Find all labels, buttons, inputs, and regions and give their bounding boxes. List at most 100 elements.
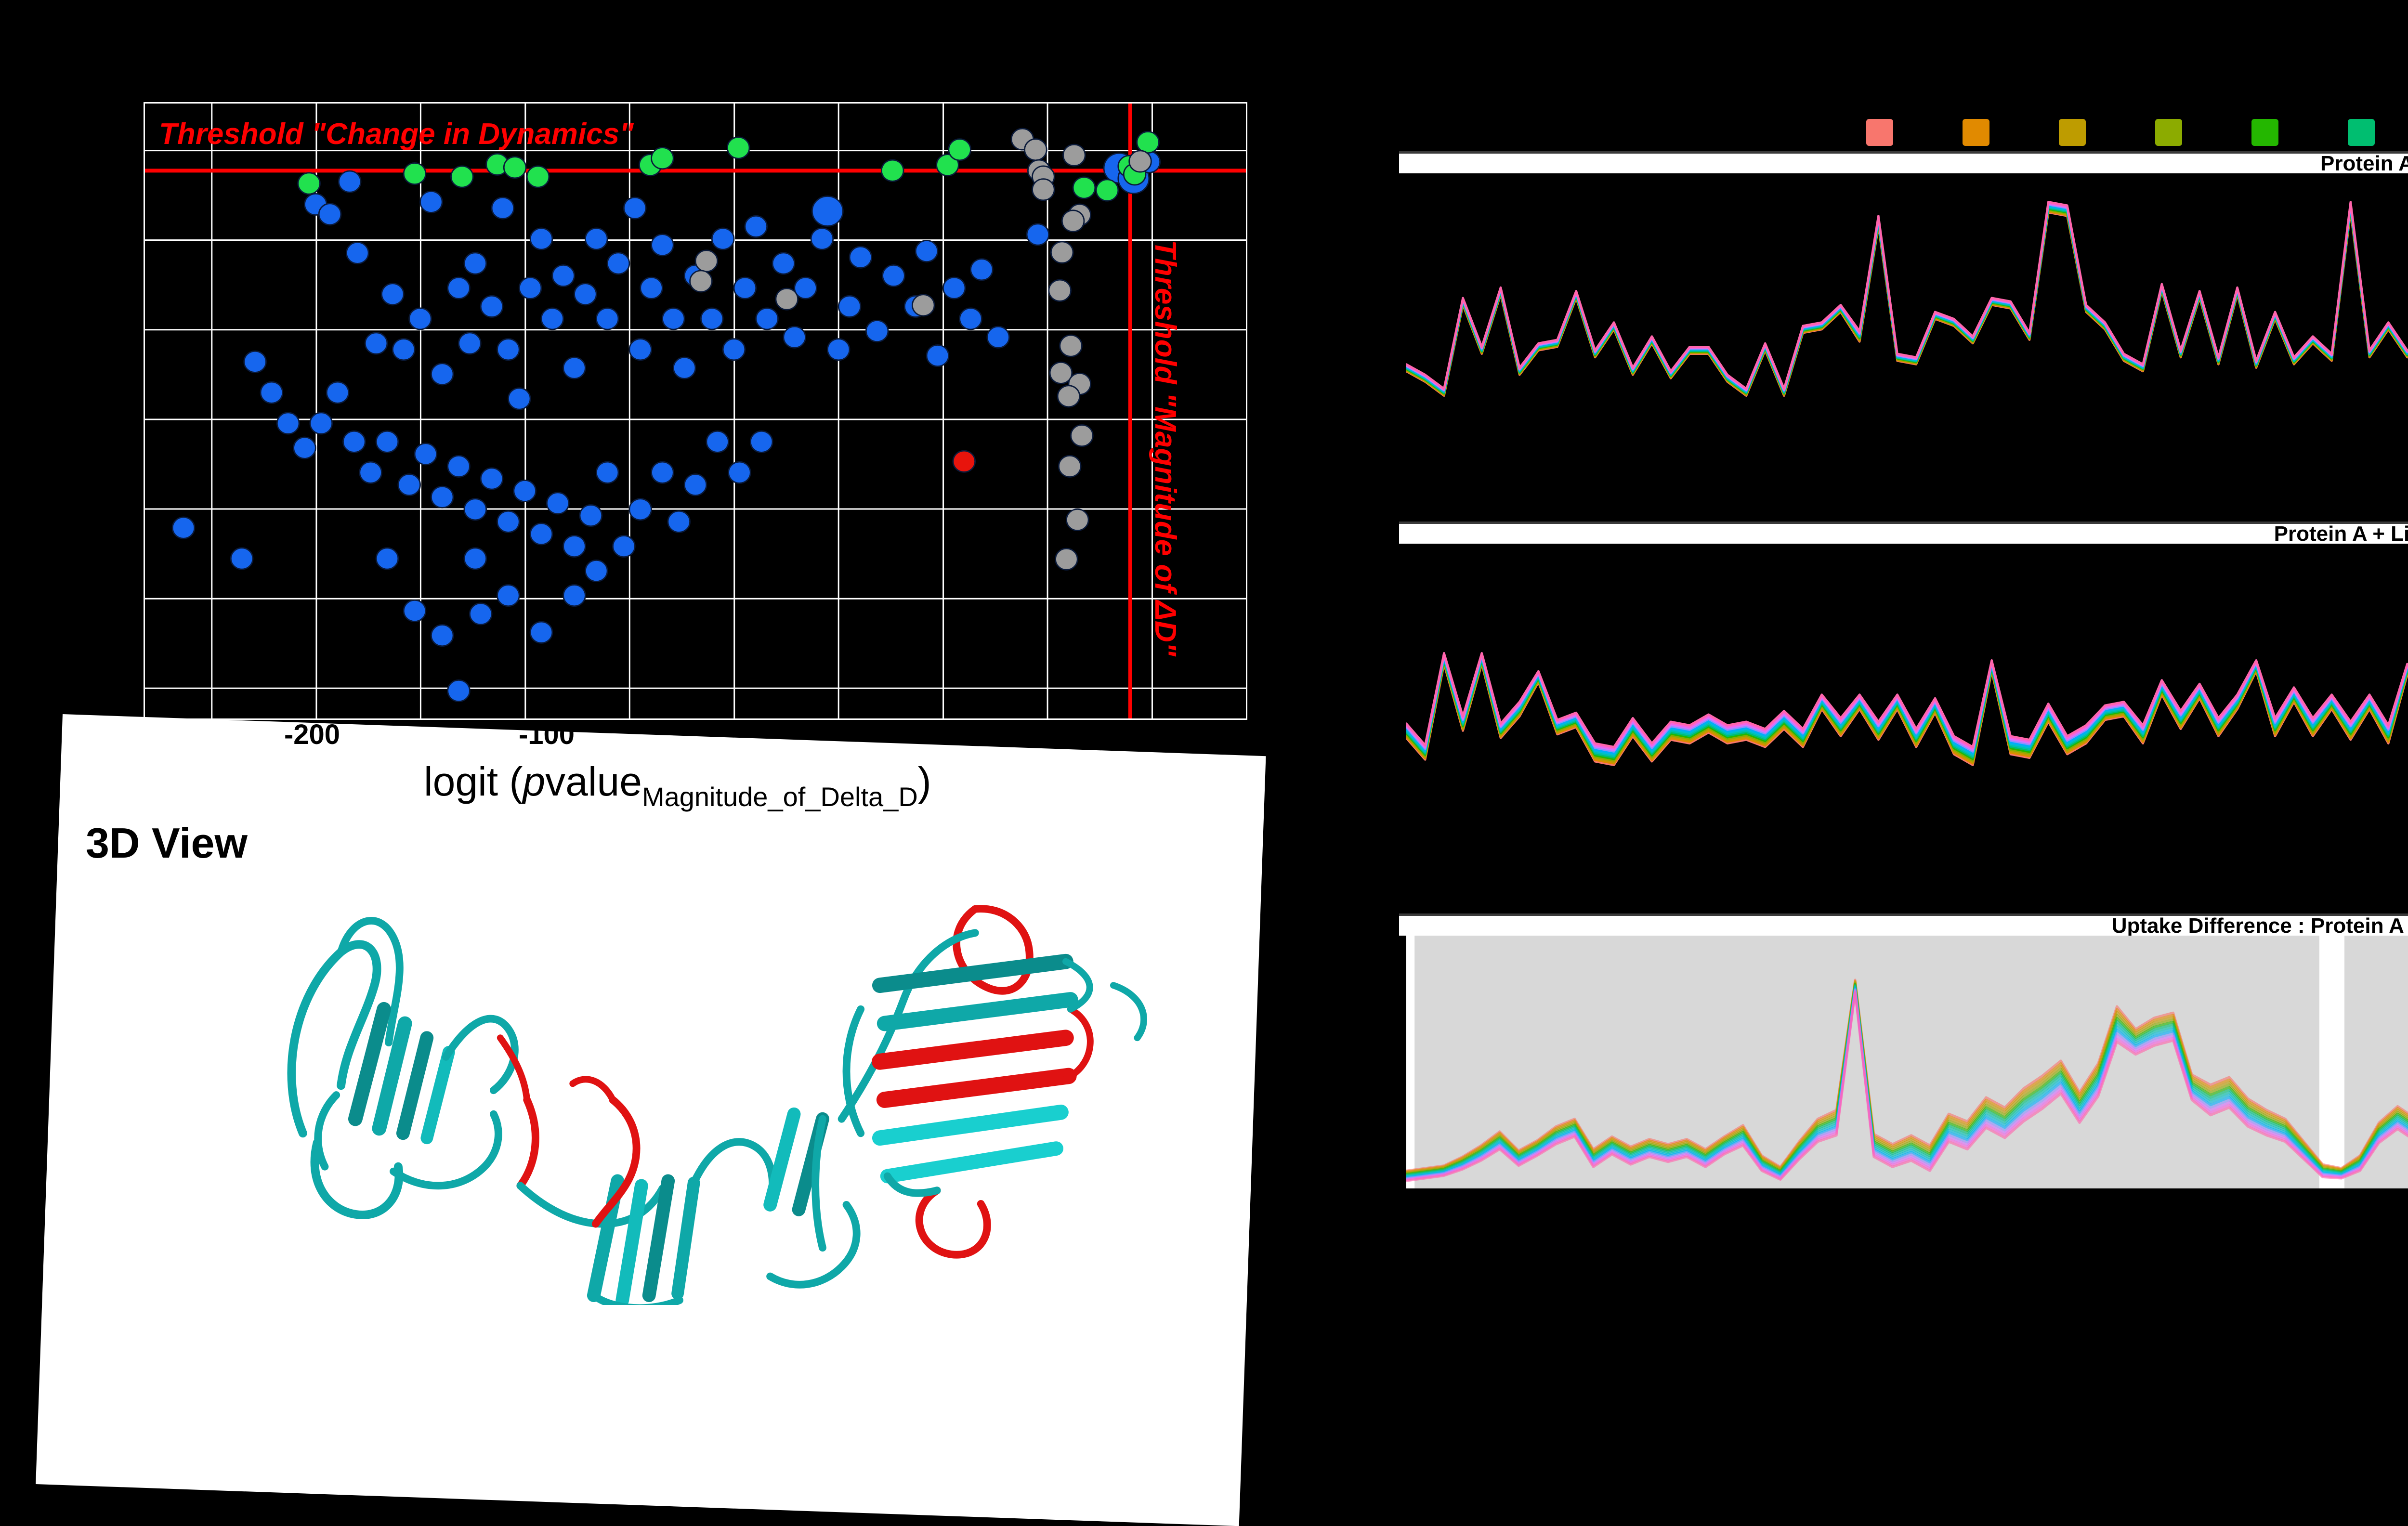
scatter-point-blue[interactable] (838, 295, 862, 318)
scatter-point-blue[interactable] (612, 535, 636, 558)
scatter-point-blue[interactable] (480, 467, 504, 490)
scatter-point-blue[interactable] (706, 430, 729, 453)
scatter-point-gray[interactable] (1070, 424, 1094, 447)
scatter-point-blue[interactable] (403, 600, 427, 623)
scatter-point-green[interactable] (1136, 130, 1160, 154)
scatter-point-blue[interactable] (733, 276, 757, 300)
uptake-line-series-2[interactable] (1406, 197, 2408, 418)
scatter-point-blue[interactable] (755, 307, 779, 330)
uptake-line-series-6[interactable] (1406, 620, 2408, 758)
uptake-line-series-5[interactable] (1406, 621, 2408, 760)
uptake-line-series-3[interactable] (1406, 624, 2408, 763)
chart1-uptake-protein-a[interactable] (1406, 176, 2408, 525)
uptake-line-series-6[interactable] (1406, 194, 2408, 403)
scatter-point-blue[interactable] (392, 338, 416, 361)
scatter-point-blue[interactable] (986, 326, 1010, 349)
scatter-point-blue[interactable] (1026, 223, 1050, 246)
scatter-point-blue[interactable] (926, 344, 950, 367)
scatter-point-red[interactable] (952, 450, 976, 473)
scatter-point-blue[interactable] (700, 307, 724, 330)
scatter-point-blue[interactable] (419, 190, 443, 213)
scatter-point-blue[interactable] (508, 387, 531, 410)
scatter-point-green[interactable] (297, 172, 321, 195)
scatter-point-blue[interactable] (497, 584, 520, 607)
scatter-point-green[interactable] (651, 147, 674, 170)
scatter-point-gray[interactable] (1059, 334, 1083, 357)
scatter-point-gray[interactable] (1057, 385, 1081, 408)
scatter-point-blue[interactable] (628, 498, 652, 521)
legend-swatch-timepoint-6[interactable] (2347, 119, 2375, 146)
scatter-point-gray[interactable] (775, 287, 798, 311)
scatter-point-blue[interactable] (518, 276, 542, 300)
coverage-region[interactable] (1414, 936, 2319, 1188)
scatter-point-blue[interactable] (338, 170, 362, 193)
scatter-point-blue[interactable] (744, 215, 768, 238)
uptake-line-series-13[interactable] (1406, 992, 2408, 1181)
scatter-point-blue[interactable] (463, 252, 487, 275)
legend-swatch-timepoint-2[interactable] (1962, 119, 1989, 146)
scatter-point-green[interactable] (1095, 179, 1119, 202)
scatter-point-blue[interactable] (574, 283, 597, 306)
uptake-line-series-1[interactable] (1406, 626, 2408, 767)
scatter-point-blue[interactable] (276, 412, 300, 435)
legend-swatch-timepoint-1[interactable] (1866, 119, 1893, 146)
scatter-point-blue[interactable] (293, 436, 316, 459)
scatter-point-blue[interactable] (623, 196, 647, 220)
scatter-point-green[interactable] (948, 138, 971, 161)
uptake-line-series-4[interactable] (1406, 623, 2408, 762)
scatter-point-blue[interactable] (540, 307, 564, 330)
uptake-line-series-5[interactable] (1406, 195, 2408, 407)
scatter-point-green[interactable] (1072, 176, 1096, 199)
scatter-point-blue[interactable] (529, 621, 553, 644)
coverage-region[interactable] (2344, 936, 2408, 1188)
scatter-point-blue[interactable] (381, 283, 405, 306)
legend-swatch-timepoint-3[interactable] (2058, 119, 2086, 146)
scatter-point-blue[interactable] (551, 264, 575, 287)
scatter-point-gray[interactable] (1058, 455, 1082, 478)
scatter-point-blue[interactable] (497, 338, 520, 361)
scatter-point-blue[interactable] (497, 510, 520, 533)
scatter-point-blue[interactable] (563, 535, 586, 558)
scatter-point-blue[interactable] (447, 455, 471, 478)
scatter-point-blue[interactable] (667, 510, 691, 533)
scatter-point-green[interactable] (726, 136, 750, 159)
scatter-point-blue[interactable] (942, 276, 966, 300)
scatter-point-blue[interactable] (546, 492, 570, 515)
scatter-point-blue[interactable] (359, 461, 382, 484)
scatter-point-blue[interactable] (810, 227, 834, 250)
scatter-point-blue[interactable] (651, 461, 674, 484)
scatter-point-green[interactable] (450, 165, 474, 188)
scatter-point-blue[interactable] (882, 264, 905, 287)
scatter-point-blue[interactable] (430, 363, 454, 386)
scatter-point-blue[interactable] (563, 356, 586, 379)
uptake-line-series-4[interactable] (1406, 196, 2408, 411)
scatter-point-blue[interactable] (915, 239, 939, 262)
scatter-point-green[interactable] (936, 154, 959, 177)
scatter-point-green[interactable] (403, 162, 427, 185)
scatter-point-blue[interactable] (491, 196, 515, 220)
legend-swatch-timepoint-5[interactable] (2251, 119, 2278, 146)
scatter-point-green[interactable] (526, 165, 550, 188)
scatter-point-blue[interactable] (414, 443, 438, 466)
scatter-point-blue[interactable] (783, 326, 806, 349)
uptake-line-series-13[interactable] (1406, 612, 2408, 747)
scatter-point-blue[interactable] (959, 307, 982, 330)
scatter-point-blue[interactable] (672, 356, 696, 379)
scatter-point-blue[interactable] (430, 485, 454, 509)
scatter-point-blue[interactable] (628, 338, 652, 361)
scatter-point-blue[interactable] (309, 412, 333, 435)
scatter-point-blue[interactable] (579, 504, 603, 527)
scatter-point-blue[interactable] (585, 227, 608, 250)
scatter-point-blue[interactable] (749, 430, 773, 453)
scatter-point-gray[interactable] (689, 270, 713, 293)
scatter-point-blue[interactable] (651, 234, 674, 257)
scatter-point-blue[interactable] (529, 522, 553, 546)
scatter-point-gray[interactable] (694, 249, 719, 273)
scatter-point-blue[interactable] (480, 295, 504, 318)
scatter-point-blue[interactable] (811, 196, 844, 227)
scatter-point-blue[interactable] (794, 276, 817, 300)
scatter-point-blue[interactable] (375, 547, 399, 570)
uptake-line-series-7[interactable] (1406, 193, 2408, 399)
chart2-uptake-protein-a-ligand[interactable] (1406, 547, 2408, 908)
scatter-point-gray[interactable] (1050, 241, 1074, 264)
